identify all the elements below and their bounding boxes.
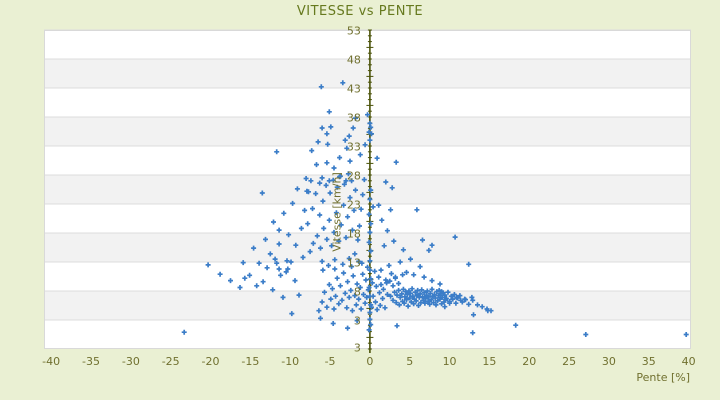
- grid-band: [44, 233, 691, 262]
- x-tick-label: 5: [406, 355, 414, 368]
- grid-band: [44, 88, 691, 117]
- plot-border: [44, 30, 691, 349]
- x-tick-label: -15: [241, 355, 260, 368]
- x-tick-label: -30: [121, 355, 140, 368]
- x-tick-label: -35: [82, 355, 100, 368]
- x-tick-label: 35: [641, 355, 656, 368]
- grid-band: [44, 204, 691, 233]
- plot-area: [44, 29, 691, 353]
- grid-band: [44, 146, 691, 175]
- chart-title: VITESSE vs PENTE: [296, 4, 424, 19]
- x-tick-label: -40: [42, 355, 61, 368]
- scatter-points: [181, 80, 689, 337]
- x-tick-label: 20: [522, 355, 537, 368]
- x-tick-label: 25: [562, 355, 577, 368]
- x-tick-label: 0: [366, 355, 374, 368]
- x-tick-label: -10: [281, 355, 300, 368]
- x-tick-label: 40: [681, 355, 696, 368]
- scatter-plot: [44, 29, 691, 353]
- x-tick-label: -20: [201, 355, 220, 368]
- grid-band: [44, 30, 691, 59]
- x-tick-label: 30: [601, 355, 616, 368]
- grid-band: [44, 320, 691, 349]
- x-axis-title: Pente [%]: [636, 371, 690, 384]
- x-tick-label: 15: [482, 355, 497, 368]
- x-tick-label: -5: [324, 355, 336, 368]
- grid-band: [44, 59, 691, 88]
- x-tick-label: -25: [161, 355, 180, 368]
- x-tick-label: 10: [442, 355, 457, 368]
